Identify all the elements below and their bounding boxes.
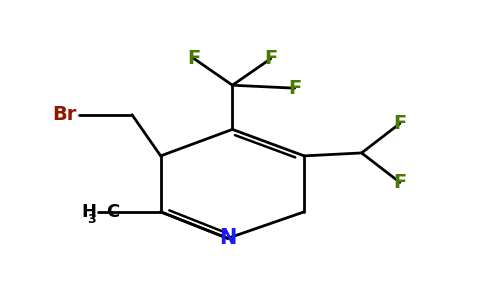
Text: 3: 3 [88,213,96,226]
Text: C: C [106,203,119,221]
Text: F: F [288,79,301,98]
Text: Br: Br [53,105,77,124]
Text: F: F [187,49,201,68]
Text: F: F [393,173,407,192]
Text: H: H [81,203,96,221]
Text: F: F [264,49,277,68]
Text: F: F [393,114,407,133]
Text: N: N [219,228,236,248]
